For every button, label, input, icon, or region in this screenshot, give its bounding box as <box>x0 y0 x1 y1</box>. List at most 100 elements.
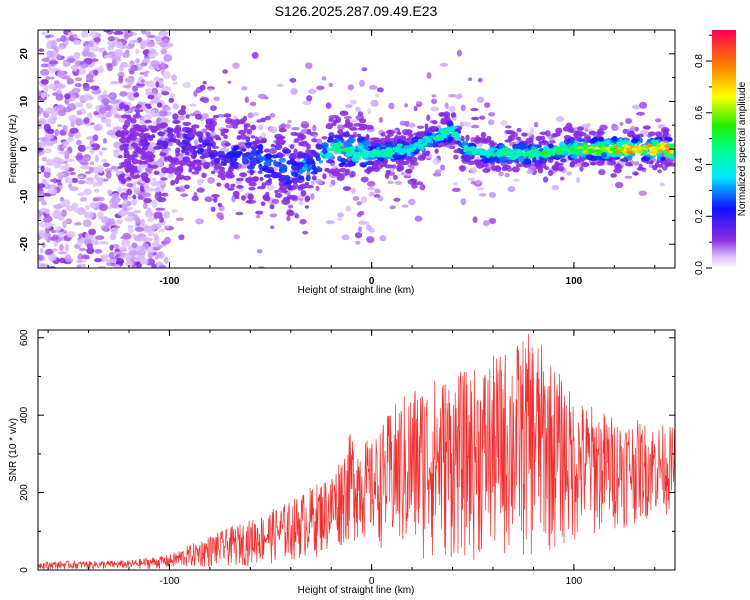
spectrogram-blob <box>85 102 93 109</box>
spectrogram-blob <box>64 93 71 100</box>
spectrogram-blob <box>40 165 45 173</box>
spectrogram-blob <box>39 196 45 202</box>
spectrogram-blob <box>537 167 544 174</box>
spectrogram-blob <box>407 164 414 168</box>
spectrogram-blob <box>101 98 111 105</box>
spectrogram-blob <box>43 123 51 132</box>
spectrogram-blob <box>90 58 99 63</box>
spectrogram-blob <box>250 124 257 131</box>
spectrogram-blob <box>47 253 57 262</box>
spectrogram-blob <box>328 117 334 122</box>
spectrogram-blob <box>168 141 173 147</box>
spectrogram-blob <box>453 154 459 160</box>
spectrogram-blob <box>424 123 429 129</box>
spectrogram-blob <box>325 159 335 164</box>
spectrogram-blob <box>212 114 220 119</box>
spectrogram-blob <box>177 109 187 116</box>
spectrogram-blob <box>122 84 132 89</box>
spectrogram-blob <box>159 152 166 157</box>
spectrogram-blob <box>154 187 161 193</box>
spectrogram-blob <box>395 159 405 165</box>
spectrogram-blob <box>48 83 56 90</box>
spectrogram-blob <box>146 258 156 266</box>
spectrogram-blob <box>448 94 458 98</box>
spectrogram-blob <box>39 248 44 254</box>
spectrogram-blob <box>227 80 232 84</box>
spectrogram-blob <box>539 151 548 155</box>
spectrogram-blob <box>451 131 459 135</box>
spectrogram-blob <box>151 241 160 248</box>
spectrogram-blob <box>338 167 347 173</box>
spectrogram-blob <box>459 165 466 172</box>
spectrogram-blob <box>106 190 113 195</box>
spectrogram-blob <box>84 44 91 48</box>
spectrogram-blob <box>261 137 267 144</box>
spectrogram-blob <box>282 189 288 194</box>
spectrogram-blob <box>236 185 244 189</box>
spectrogram-blob <box>277 83 284 87</box>
spectrogram-blob <box>504 172 510 178</box>
spectrogram-blob <box>111 59 117 67</box>
spectrogram-blob <box>305 185 314 189</box>
spectrogram-blob <box>57 251 68 255</box>
spectrogram-blob <box>400 148 406 152</box>
spectrogram-blob <box>251 112 260 117</box>
spectrogram-blob <box>116 130 122 137</box>
spectrogram-blob <box>82 154 91 162</box>
spectrogram-blob <box>86 177 95 181</box>
spectrogram-blob <box>359 79 365 87</box>
spectrogram-blob <box>144 185 150 192</box>
spectrogram-blob <box>210 206 216 212</box>
spectrogram-blob <box>172 113 179 120</box>
spectrogram-blob <box>156 102 163 108</box>
spectrogram-blob <box>106 123 111 128</box>
snr-ytick-label: 200 <box>19 484 30 501</box>
spectrogram-blob <box>440 117 448 124</box>
spectrogram-blob <box>469 167 478 174</box>
spectrogram-blob <box>110 80 120 85</box>
spectrogram-blob <box>117 165 123 169</box>
spectrogram-blob <box>158 30 169 37</box>
spectrogram-blob <box>294 213 299 219</box>
spectrogram-blob <box>218 166 226 171</box>
spectrogram-blob <box>351 187 356 195</box>
spectrogram-blob <box>306 95 313 102</box>
spectrogram-blob <box>362 144 371 151</box>
spectrogram-blob <box>182 175 192 181</box>
spectrogram-blob <box>257 186 266 190</box>
spectrogram-blob <box>102 118 112 124</box>
spectrogram-blob <box>126 188 133 196</box>
spectrogram-blob <box>349 127 358 131</box>
spectrogram-blob <box>125 216 133 221</box>
spectrogram-blob <box>411 182 418 189</box>
spectrogram-blob <box>373 162 379 169</box>
spectrogram-blob <box>128 227 134 234</box>
spectrogram-ytick-label: -10 <box>19 189 30 204</box>
spectrogram-blob <box>197 132 204 139</box>
spectrogram-blob <box>80 165 90 170</box>
spectrogram-blob <box>630 126 637 132</box>
spectrogram-blob <box>175 217 184 222</box>
spectrogram-blob <box>79 196 87 202</box>
spectrogram-blob <box>94 188 100 193</box>
spectrogram-blob <box>100 216 109 224</box>
spectrogram-blob <box>98 241 109 245</box>
spectrogram-blob <box>161 167 169 174</box>
spectrogram-blob <box>68 114 78 122</box>
spectrogram-blob <box>256 249 263 254</box>
spectrogram-blob <box>494 165 501 171</box>
spectrogram-blob <box>489 191 496 198</box>
spectrogram-blob <box>57 182 63 186</box>
spectrogram-blob <box>354 232 363 239</box>
spectrogram-blob <box>129 70 135 75</box>
spectrogram-blob <box>180 193 189 197</box>
spectrogram-blob <box>93 69 99 76</box>
spectrogram-blob <box>619 161 626 166</box>
spectrogram-blob <box>293 138 299 144</box>
spectrogram-blob <box>132 39 139 43</box>
spectrogram-blob <box>326 138 334 143</box>
spectrogram-blob <box>224 157 232 163</box>
spectrogram-blob <box>169 93 176 99</box>
snr-ytick-label: 400 <box>19 406 30 423</box>
spectrogram-blob <box>259 176 264 182</box>
